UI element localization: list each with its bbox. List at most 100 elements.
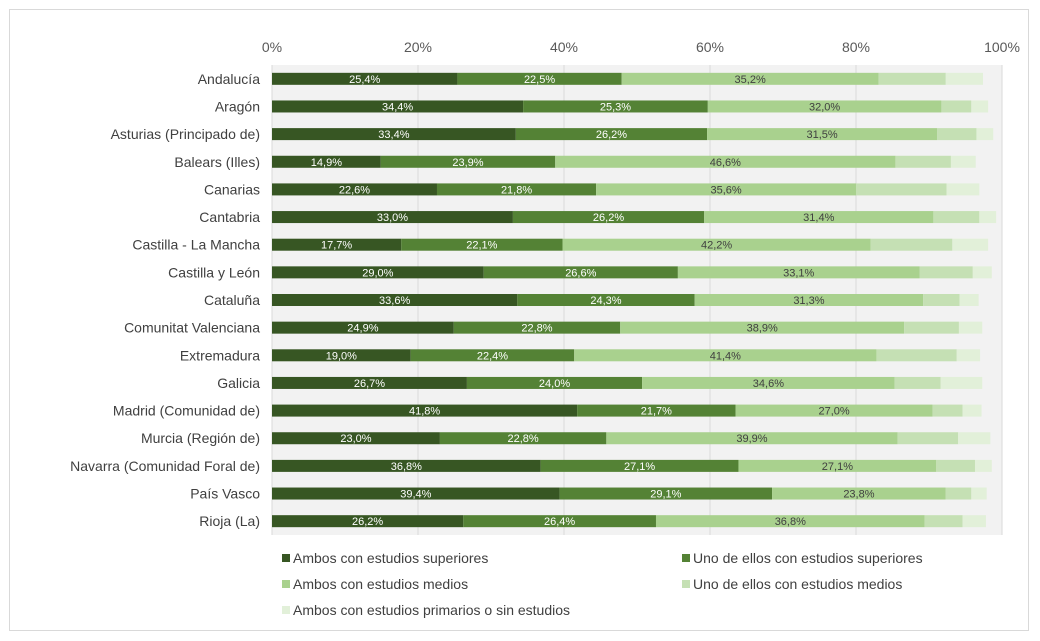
bar-segment (958, 432, 991, 445)
data-label: 33,6% (379, 295, 410, 307)
data-label: 17,7% (321, 240, 352, 252)
bar-segment (677, 266, 920, 279)
data-label: 41,4% (710, 350, 741, 362)
data-label: 42,2% (701, 240, 732, 252)
data-label: 27,1% (822, 461, 853, 473)
data-label: 26,4% (544, 516, 575, 528)
data-label: 24,3% (590, 295, 621, 307)
data-label: 32,0% (809, 101, 840, 113)
legend-label: Uno de ellos con estudios superiores (693, 550, 923, 566)
bar-segment (523, 100, 708, 113)
bar-segment (562, 238, 871, 251)
bar-segment (272, 349, 411, 362)
bar-segment (272, 404, 578, 417)
data-label: 22,8% (521, 323, 552, 335)
legend-label: Uno de ellos con estudios medios (693, 576, 903, 592)
data-label: 31,5% (806, 129, 837, 141)
bar-segment (974, 459, 992, 472)
data-label: 27,1% (624, 461, 655, 473)
data-label: 25,3% (600, 101, 631, 113)
bar-segment (272, 128, 516, 141)
data-label: 26,2% (352, 516, 383, 528)
category-label: Galicia (217, 375, 260, 391)
data-label: 35,2% (735, 74, 766, 86)
legend-item: Ambos con estudios primarios o sin estud… (282, 602, 570, 618)
bar-segment (895, 155, 951, 168)
bar-segment (735, 404, 933, 417)
bar-segment (517, 294, 695, 306)
bar-segment (738, 459, 937, 472)
legend-item: Ambos con estudios medios (282, 576, 468, 592)
bar-segment (620, 321, 905, 334)
category-label: Aragón (215, 98, 260, 114)
legend-swatch (282, 580, 290, 588)
x-tick-label: 40% (550, 39, 578, 55)
category-label: Rioja (La) (199, 513, 260, 529)
data-label: 29,1% (650, 489, 681, 501)
bar-segment (962, 515, 986, 528)
bar-segment (962, 404, 982, 417)
bar-segment (940, 376, 983, 389)
bar-segment (272, 100, 524, 113)
y-axis-category-labels: Andalucía Aragón Asturias (Principado de) B… (70, 71, 260, 529)
bar-segment (540, 459, 739, 472)
x-axis-tick-labels: 0% 20% 40% 60% 80% 100% (262, 39, 1020, 55)
bars (272, 72, 997, 528)
legend-swatch (282, 606, 290, 614)
bar-segment (463, 515, 656, 528)
bar-segment (979, 211, 997, 224)
bar-segment (439, 432, 607, 445)
data-label: 14,9% (311, 157, 342, 169)
bar-segment (453, 321, 621, 334)
bar-segment (976, 128, 994, 141)
data-label: 34,6% (753, 378, 784, 390)
bar-segment (272, 321, 454, 334)
category-label: Castilla - La Mancha (132, 237, 260, 253)
data-label: 22,4% (477, 350, 508, 362)
bar-segment (694, 294, 924, 306)
category-label: Navarra (Comunidad Foral de) (70, 458, 260, 474)
bar-segment (941, 100, 972, 113)
bar-segment (272, 183, 437, 196)
data-label: 27,0% (818, 406, 849, 418)
category-label: Castilla y León (168, 264, 260, 280)
legend-label: Ambos con estudios primarios o sin estud… (293, 602, 571, 618)
legend-label: Ambos con estudios superiores (293, 550, 489, 566)
data-label: 34,4% (382, 101, 413, 113)
category-label: Extremadura (180, 347, 260, 363)
data-label: 36,8% (775, 516, 806, 528)
data-label: 35,6% (710, 184, 741, 196)
category-label: Cantabria (199, 209, 260, 225)
bar-segment (958, 321, 983, 334)
data-label: 36,8% (391, 461, 422, 473)
data-label: 23,0% (340, 433, 371, 445)
bar-segment (272, 238, 402, 251)
bar-segment (272, 211, 513, 224)
data-label: 23,8% (843, 489, 874, 501)
bar-segment (272, 294, 518, 306)
bar-segment (959, 294, 979, 306)
data-label: 33,1% (783, 267, 814, 279)
bar-segment (919, 266, 973, 279)
bar-segment (466, 376, 643, 389)
bar-segment (272, 432, 440, 445)
bar-segment (897, 432, 959, 445)
data-label: 24,9% (347, 323, 378, 335)
x-tick-label: 20% (404, 39, 432, 55)
x-tick-label: 60% (696, 39, 724, 55)
bar-segment (933, 211, 980, 224)
bar-segment (655, 515, 925, 528)
data-label: 31,4% (803, 212, 834, 224)
data-label: 21,7% (641, 406, 672, 418)
legend-swatch (682, 580, 690, 588)
bar-segment (704, 211, 934, 224)
data-label: 24,0% (539, 378, 570, 390)
bar-segment (272, 266, 484, 279)
bar-segment (642, 376, 895, 389)
bar-segment (272, 376, 467, 389)
category-label: Canarias (204, 181, 260, 197)
bar-segment (380, 155, 556, 168)
bar-segment (621, 72, 879, 85)
bar-segment (436, 183, 597, 196)
bar-segment (878, 72, 946, 85)
